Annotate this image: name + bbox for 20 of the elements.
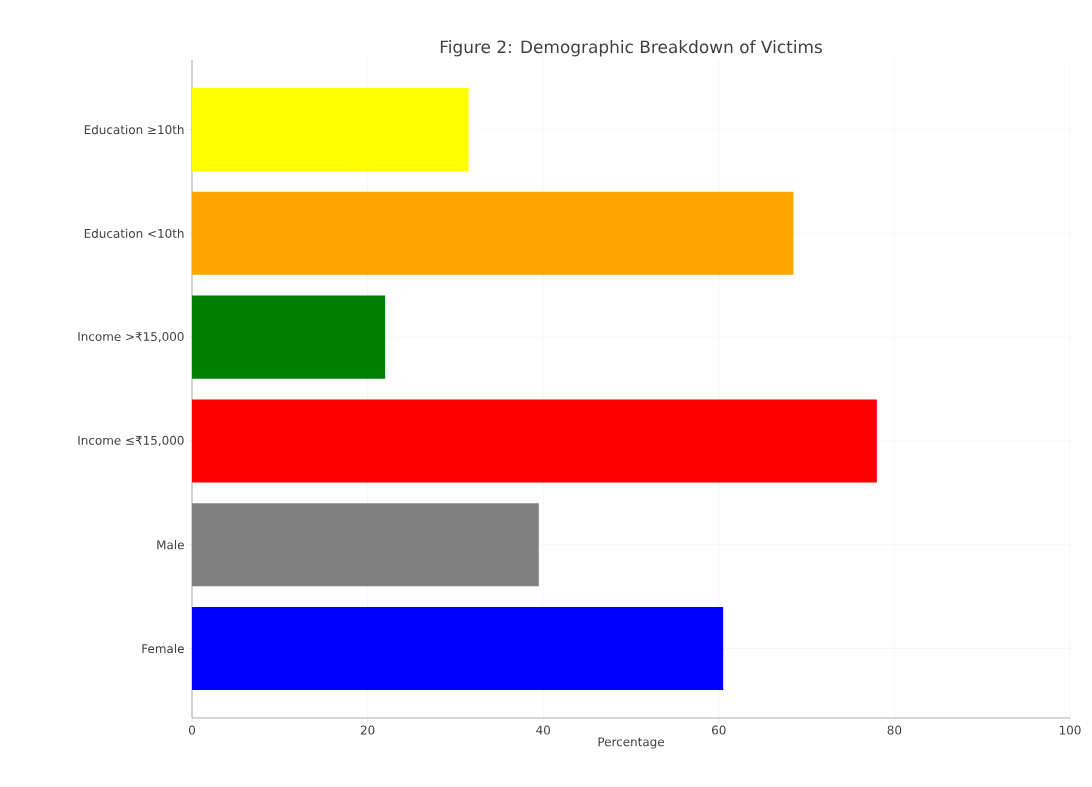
- y-tick-label: Income ≤₹15,000: [78, 435, 184, 447]
- chart-title: Figure 2: Demographic Breakdown of Victims: [440, 40, 822, 57]
- x-tick-label: 60: [712, 725, 726, 735]
- bar: [192, 606, 724, 690]
- x-tick-label: 100: [1059, 725, 1081, 735]
- x-tick-label: 0: [188, 725, 196, 735]
- bar: [192, 295, 386, 379]
- y-tick-label: Female: [142, 643, 184, 654]
- bar: [192, 88, 469, 172]
- x-tick-label: 80: [887, 725, 902, 735]
- y-tick-label: Education ≥10th: [84, 124, 184, 135]
- y-tick-label: Education <10th: [84, 228, 184, 238]
- y-tick-label: Male: [157, 540, 184, 550]
- x-tick-label: 20: [360, 725, 375, 735]
- bar: [192, 399, 877, 483]
- bar: [192, 503, 539, 587]
- x-tick-label: 40: [536, 725, 551, 735]
- y-tick-label: Income >₹15,000: [78, 331, 184, 343]
- bar: [192, 191, 794, 275]
- x-axis-title: Percentage: [598, 737, 665, 749]
